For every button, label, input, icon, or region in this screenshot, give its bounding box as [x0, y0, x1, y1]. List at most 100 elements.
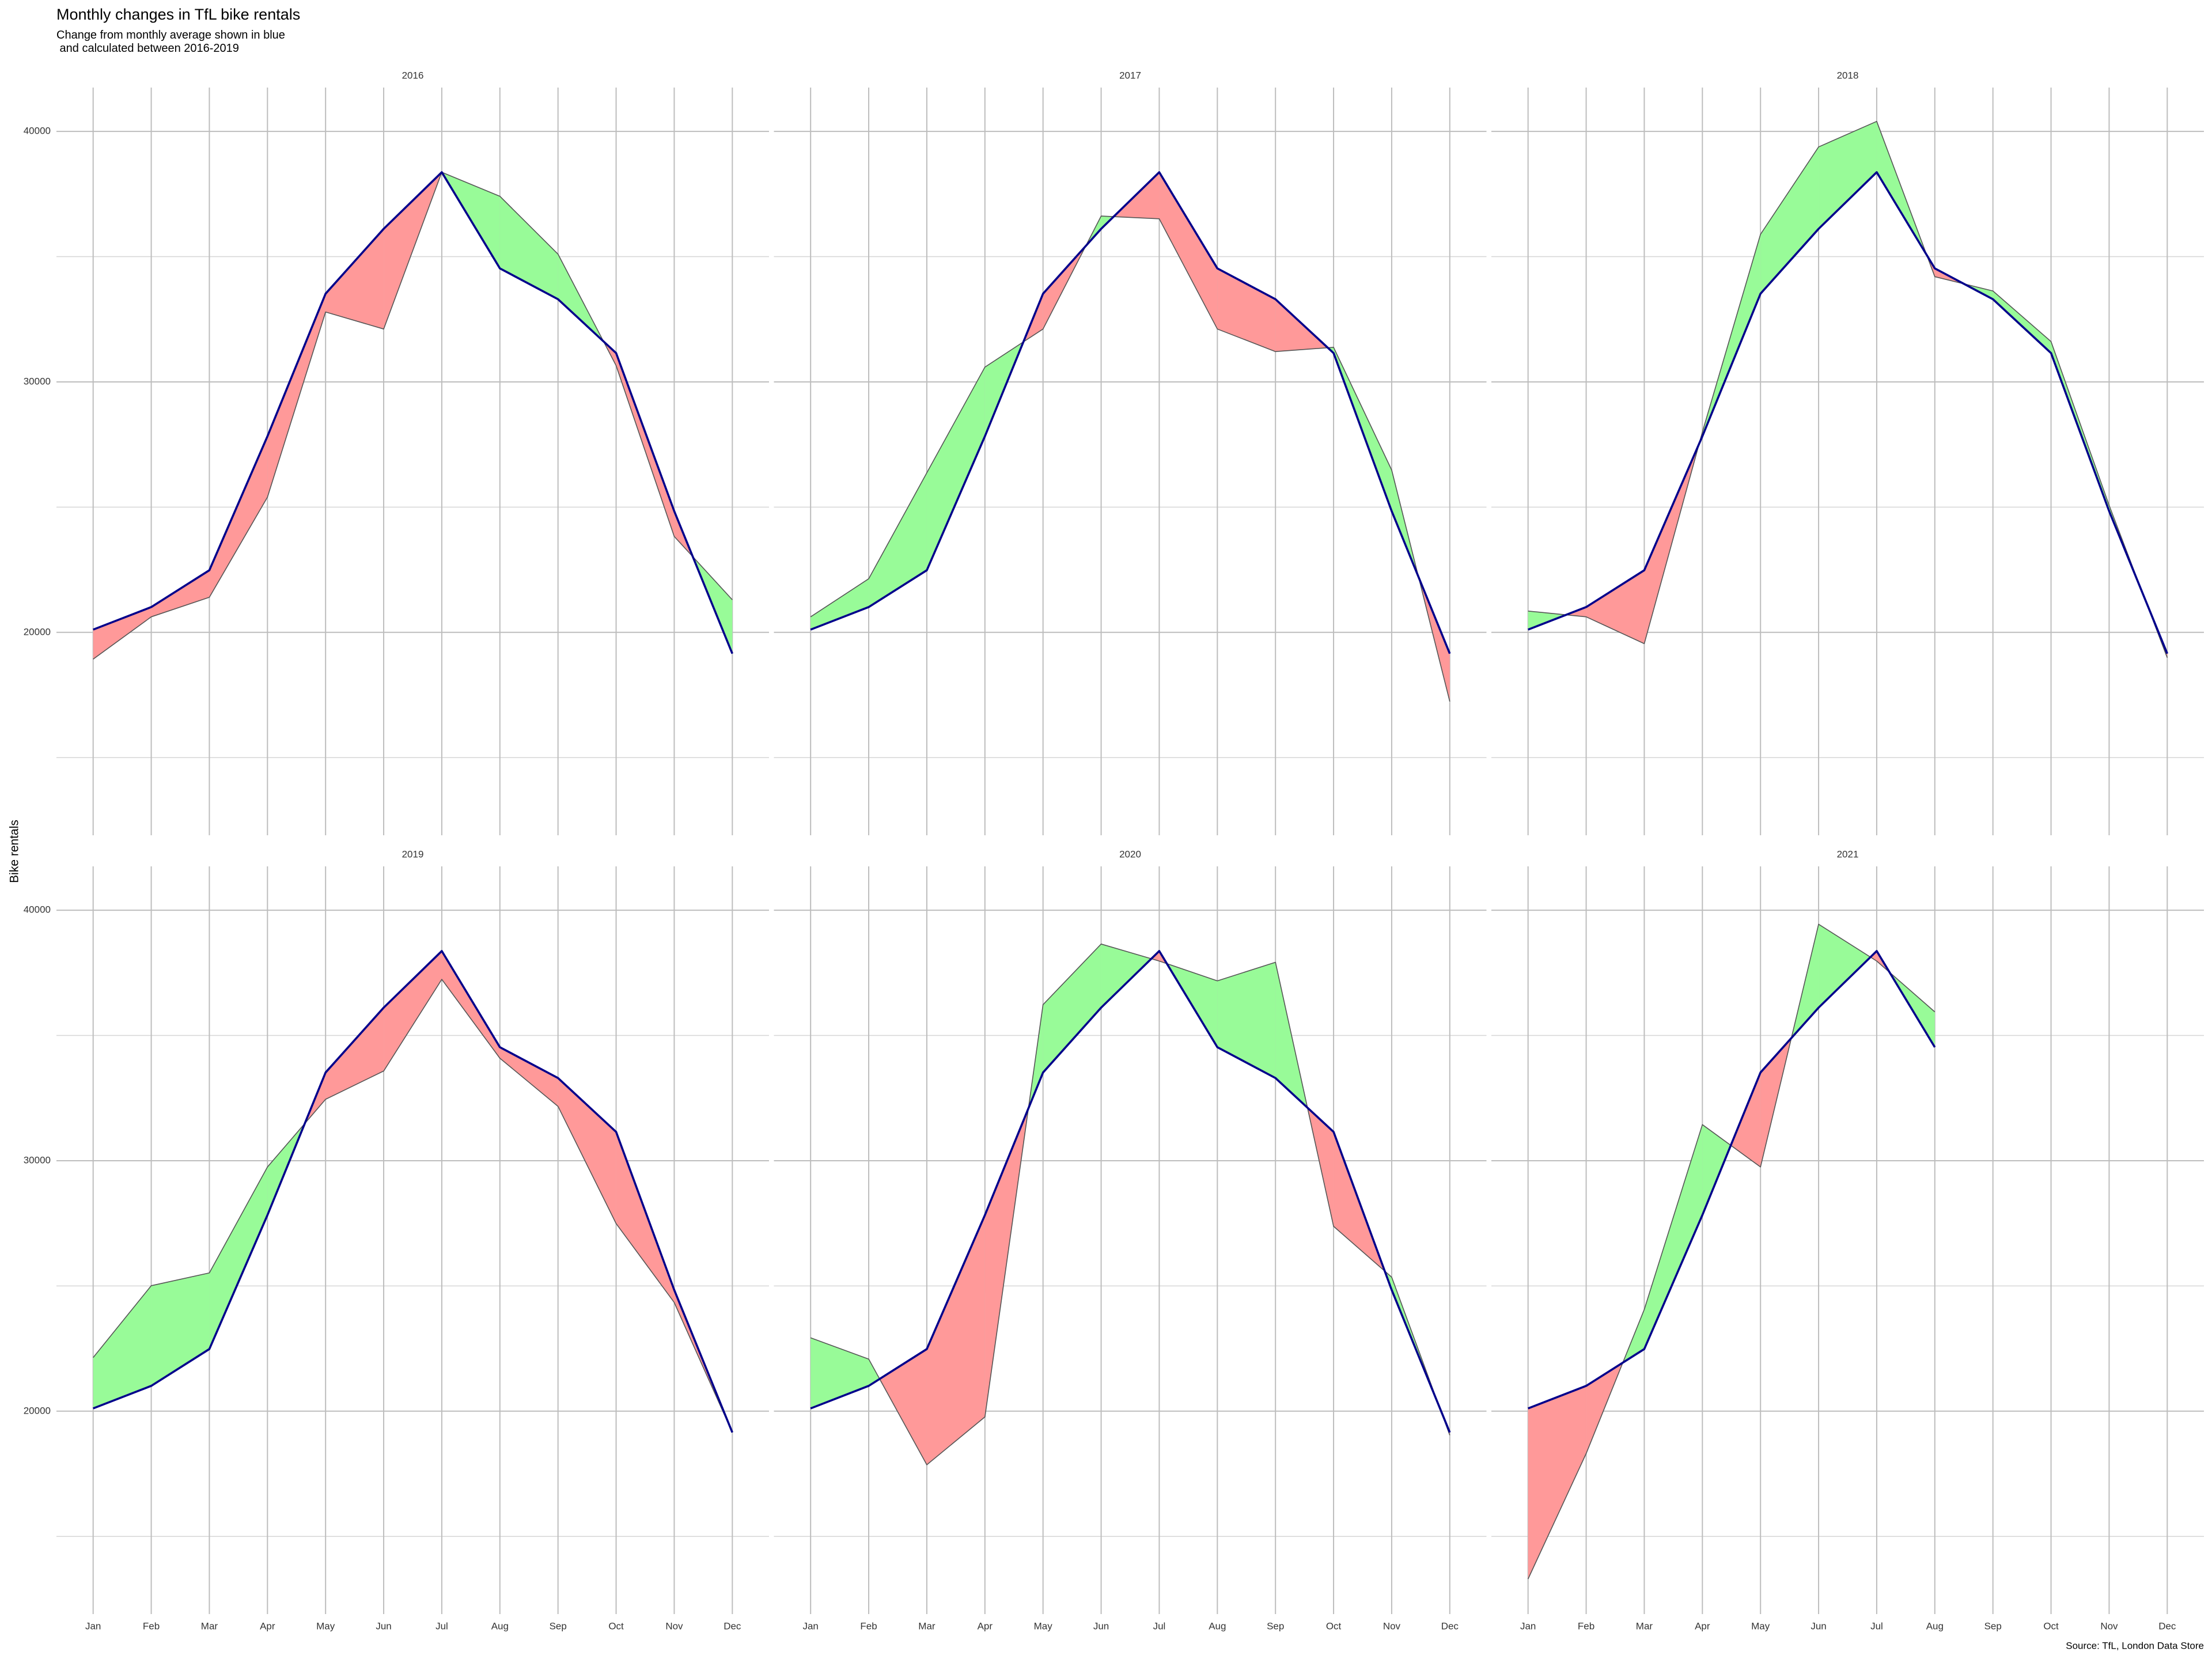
x-tick-label: Oct: [608, 1620, 624, 1631]
chart-subtitle: Change from monthly average shown in blu…: [56, 29, 285, 55]
actual-line: [93, 979, 733, 1433]
ribbon-above: [499, 196, 558, 300]
x-tick-label: Mar: [1636, 1620, 1653, 1631]
x-tick-label: Oct: [2043, 1620, 2059, 1631]
facet-panel: 2016 20000 30000 40000: [24, 70, 769, 835]
y-tick-label: 20000: [24, 626, 51, 637]
x-tick-label: Jan: [85, 1620, 101, 1631]
actual-line: [1528, 120, 2168, 658]
x-tick-label: Jun: [376, 1620, 391, 1631]
actual-line: [93, 172, 733, 660]
x-tick-label: Jul: [1870, 1620, 1883, 1631]
y-tick-label: 40000: [24, 904, 51, 915]
y-tick-label: 30000: [24, 376, 51, 387]
average-line: [93, 950, 733, 1433]
average-line: [1528, 950, 1936, 1410]
ribbon-below: [151, 570, 210, 617]
x-tick-label: Dec: [1441, 1620, 1459, 1631]
y-axis-title: Bike rentals: [8, 820, 21, 883]
average-line: [810, 171, 1451, 654]
x-tick-label: Aug: [1926, 1620, 1944, 1631]
ribbon-above: [209, 1166, 268, 1349]
facet-label: 2018: [1837, 70, 1859, 81]
x-tick-label: Apr: [978, 1620, 993, 1631]
ribbon-above: [1702, 1124, 1731, 1215]
facet-label: 2020: [1119, 849, 1141, 859]
ribbon-above: [1217, 962, 1276, 1078]
x-tick-label: Sep: [1267, 1620, 1284, 1631]
ribbon-below: [384, 950, 442, 1071]
ribbon-below: [267, 293, 326, 497]
y-tick-label: 40000: [24, 126, 51, 137]
x-tick-label: Jun: [1093, 1620, 1109, 1631]
ribbon-above: [1993, 291, 2051, 353]
x-tick-label: Apr: [1695, 1620, 1710, 1631]
x-tick-label: Sep: [550, 1620, 567, 1631]
ribbon-above: [926, 367, 985, 570]
ribbon-above: [1819, 924, 1871, 1008]
x-tick-label: Nov: [2100, 1620, 2118, 1631]
x-tick-label: Feb: [860, 1620, 877, 1631]
ribbon-below: [880, 1349, 927, 1465]
facet-label: 2021: [1837, 849, 1859, 859]
x-tick-label: Mar: [201, 1620, 218, 1631]
actual-line: [810, 944, 1450, 1465]
x-tick-label: Jul: [1153, 1620, 1166, 1631]
facet-panel: 2020 Jan Feb Mar Apr May Jun Jul Aug Sep Oct Nov Dec: [774, 849, 1487, 1631]
ribbon-below: [325, 1007, 384, 1100]
ribbon-below: [441, 950, 500, 1059]
ribbon-below: [325, 229, 384, 329]
facet-panel: 2019 20000 30000 40000 Jan Feb Mar Apr May Jun Jul…: [24, 849, 769, 1631]
ribbon-below: [499, 1047, 558, 1107]
ribbon-above: [93, 1285, 151, 1408]
ribbon-above: [1101, 944, 1152, 1008]
ribbon-below: [1159, 172, 1218, 329]
ribbon-below: [209, 436, 268, 597]
ribbon-below: [616, 353, 675, 537]
ribbon-above: [1760, 147, 1819, 294]
x-tick-label: Nov: [665, 1620, 683, 1631]
facet-panel: 2021 Jan Feb Mar Apr May Jun Jul Aug Sep Oct Nov Dec: [1491, 849, 2204, 1631]
ribbon-below: [1586, 570, 1645, 644]
x-tick-label: Aug: [1209, 1620, 1226, 1631]
ribbon-below: [1528, 1385, 1586, 1580]
chart-title: Monthly changes in TfL bike rentals: [56, 6, 300, 23]
ribbon-below: [926, 1215, 985, 1465]
ribbon-below: [1730, 1072, 1761, 1167]
x-tick-label: Nov: [1383, 1620, 1401, 1631]
x-tick-label: Apr: [260, 1620, 275, 1631]
facet-label: 2016: [402, 70, 424, 81]
ribbon-above: [1043, 944, 1101, 1073]
x-tick-label: May: [1034, 1620, 1053, 1631]
x-tick-label: Mar: [918, 1620, 935, 1631]
x-tick-label: Jan: [1520, 1620, 1536, 1631]
ribbon-below: [1217, 268, 1276, 352]
facet-label: 2019: [402, 849, 424, 859]
facet-label: 2017: [1119, 70, 1141, 81]
ribbon-below: [616, 1131, 675, 1303]
x-tick-label: Aug: [491, 1620, 509, 1631]
x-tick-label: Feb: [1578, 1620, 1594, 1631]
ribbon-above: [869, 1359, 880, 1386]
ribbon-below: [558, 1078, 616, 1224]
y-tick-label: 30000: [24, 1154, 51, 1165]
ribbon-above: [1644, 1124, 1703, 1349]
x-tick-label: Dec: [724, 1620, 741, 1631]
ribbon-above: [869, 472, 927, 607]
average-line: [810, 950, 1451, 1433]
x-tick-label: Sep: [1984, 1620, 2002, 1631]
ribbon-above: [810, 578, 869, 630]
x-tick-label: Feb: [143, 1620, 160, 1631]
caption: Source: TfL, London Data Store: [2066, 1640, 2204, 1651]
x-tick-label: Jul: [435, 1620, 448, 1631]
average-line: [1528, 171, 2168, 654]
ribbon-above: [1819, 121, 1877, 229]
actual-line: [810, 215, 1450, 702]
y-tick-label: 20000: [24, 1405, 51, 1416]
ribbon-below: [93, 607, 151, 660]
x-tick-label: Oct: [1326, 1620, 1342, 1631]
x-tick-label: Jan: [802, 1620, 818, 1631]
x-tick-label: May: [1751, 1620, 1770, 1631]
